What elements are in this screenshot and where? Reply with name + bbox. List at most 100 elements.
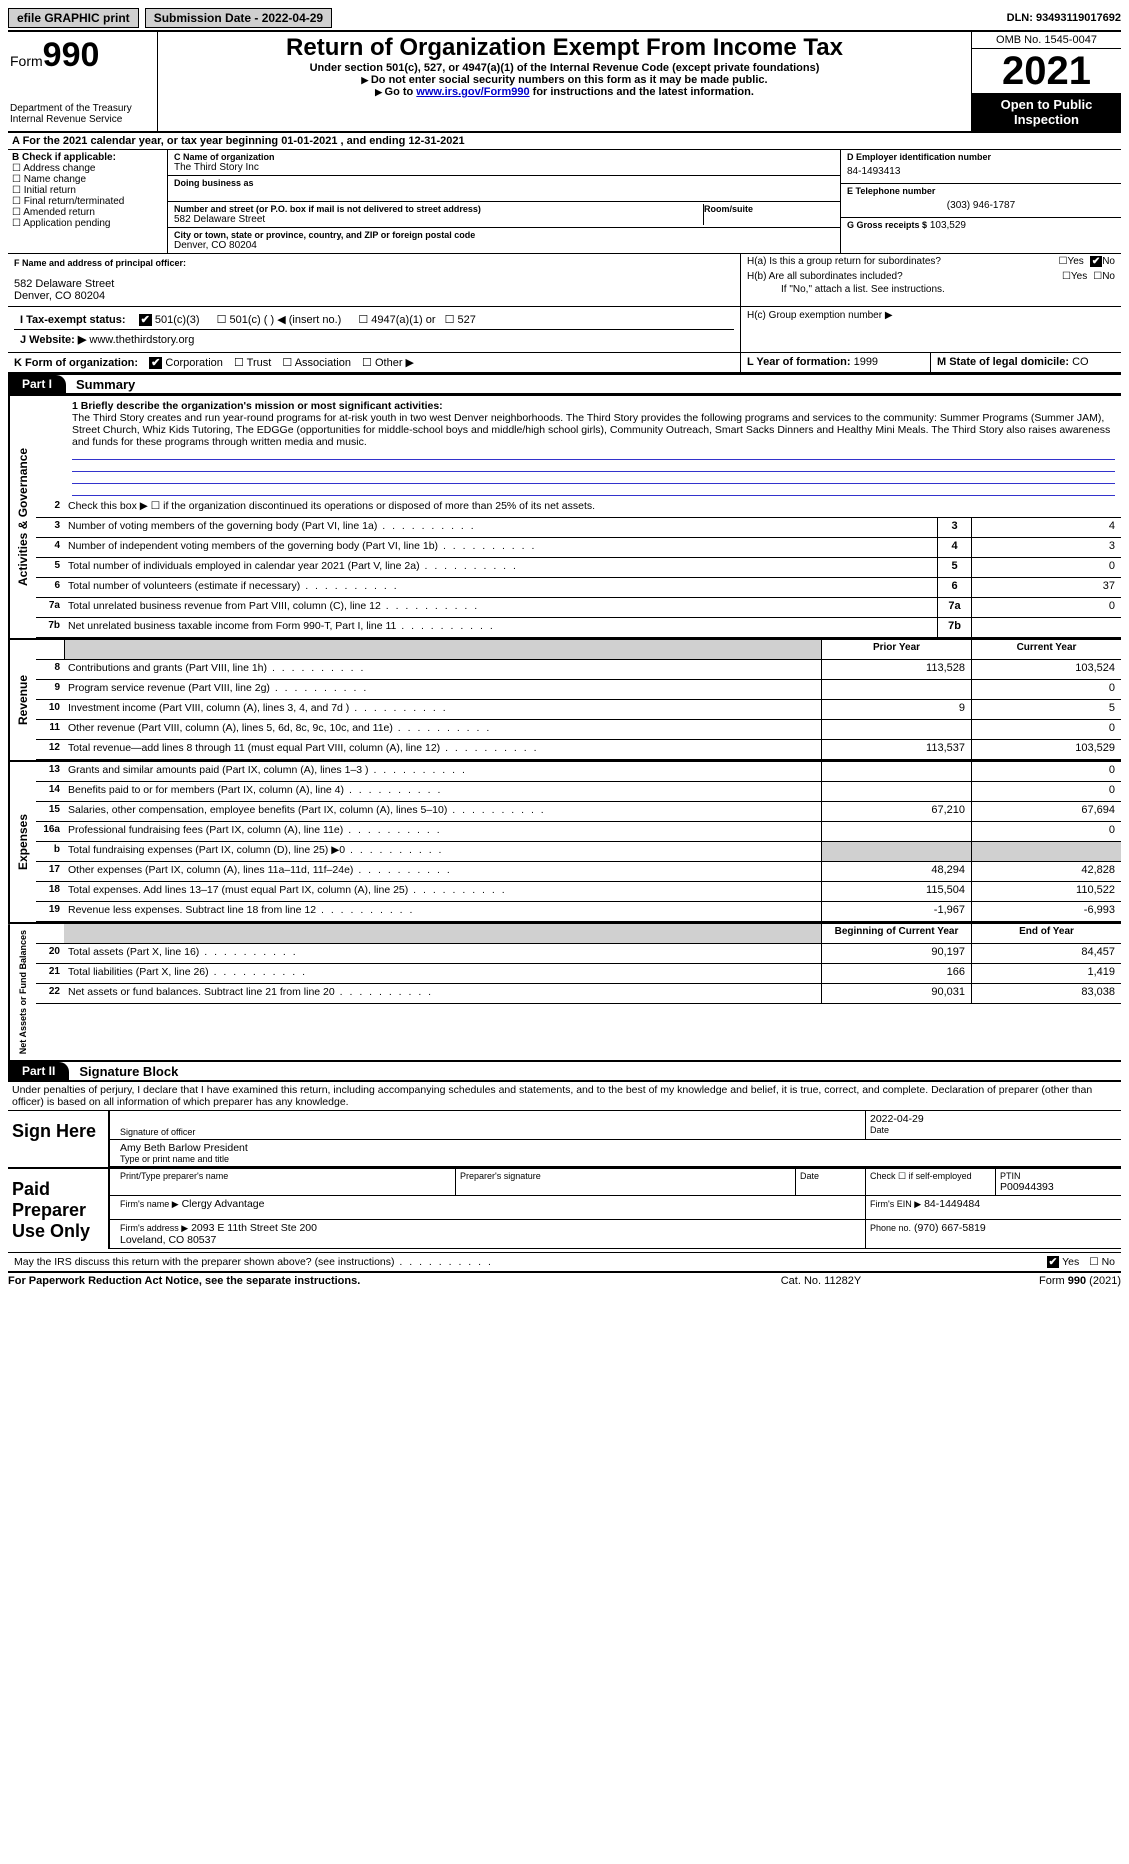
form-num: 990 <box>43 36 100 74</box>
sig-date-value: 2022-04-29 <box>870 1113 1111 1125</box>
exp-line-13: 13Grants and similar amounts paid (Part … <box>36 762 1121 782</box>
hdr-boy: Beginning of Current Year <box>821 924 971 943</box>
officer-name-title: Amy Beth Barlow President <box>120 1142 1111 1154</box>
form-number: Form990 <box>10 36 151 75</box>
chk-pending[interactable]: Application pending <box>12 218 163 229</box>
ha-label: H(a) Is this a group return for subordin… <box>747 256 1059 267</box>
gov-line-7a: 7aTotal unrelated business revenue from … <box>36 598 1121 618</box>
chk-address[interactable]: Address change <box>12 163 163 174</box>
exp-line-18: 18Total expenses. Add lines 13–17 (must … <box>36 882 1121 902</box>
net-line-21: 21Total liabilities (Part X, line 26)166… <box>36 964 1121 984</box>
row-i-j: I Tax-exempt status: 501(c)(3) 501(c) ( … <box>8 307 1121 353</box>
room-label: Room/suite <box>704 204 834 214</box>
ptin-label: PTIN <box>1000 1171 1111 1181</box>
gov-line-4: 4Number of independent voting members of… <box>36 538 1121 558</box>
omb-number: OMB No. 1545-0047 <box>972 32 1121 49</box>
opt-trust[interactable]: Trust <box>234 357 271 369</box>
exp-line-17: 17Other expenses (Part IX, column (A), l… <box>36 862 1121 882</box>
opt-assoc[interactable]: Association <box>282 357 351 369</box>
section-net-assets: Net Assets or Fund Balances Beginning of… <box>8 922 1121 1062</box>
opt-4947[interactable]: 4947(a)(1) or <box>358 314 435 326</box>
goto-post: for instructions and the latest informat… <box>530 86 754 98</box>
officer-group-block: F Name and address of principal officer:… <box>8 254 1121 307</box>
ha-yes[interactable]: Yes <box>1059 256 1084 267</box>
ptin-value: P00944393 <box>1000 1181 1111 1193</box>
firm-name-value: Clergy Advantage <box>182 1198 265 1210</box>
website-label: J Website: ▶ <box>20 334 86 346</box>
hb-yes[interactable]: Yes <box>1062 271 1087 282</box>
footer-mid: Cat. No. 11282Y <box>721 1275 921 1287</box>
hdr-prior: Prior Year <box>821 640 971 659</box>
officer-addr2: Denver, CO 80204 <box>14 290 734 302</box>
section-expenses: Expenses 13Grants and similar amounts pa… <box>8 760 1121 922</box>
footer-left: For Paperwork Reduction Act Notice, see … <box>8 1275 721 1287</box>
opt-other[interactable]: Other ▶ <box>362 357 414 369</box>
side-governance: Activities & Governance <box>8 396 36 638</box>
sig-officer-label: Signature of officer <box>120 1127 861 1137</box>
page-footer: For Paperwork Reduction Act Notice, see … <box>8 1271 1121 1287</box>
identity-block: B Check if applicable: Address change Na… <box>8 150 1121 254</box>
self-employed-check[interactable]: Check ☐ if self-employed <box>865 1169 995 1195</box>
may-irs-discuss: May the IRS discuss this return with the… <box>14 1256 1047 1268</box>
year-formation-label: L Year of formation: <box>747 356 851 368</box>
dba-label: Doing business as <box>174 178 834 188</box>
footer-right: Form 990 (2021) <box>921 1275 1121 1287</box>
signature-block: Under penalties of perjury, I declare th… <box>8 1081 1121 1271</box>
phone-label: E Telephone number <box>847 186 1115 196</box>
opt-501c3[interactable]: 501(c)(3) <box>139 314 200 326</box>
form-org-label: K Form of organization: <box>14 357 138 369</box>
ha-no[interactable]: No <box>1090 256 1115 267</box>
discuss-no[interactable]: No <box>1089 1256 1115 1268</box>
prep-name-label: Print/Type preparer's name <box>116 1169 455 1195</box>
exp-line-16a: 16aProfessional fundraising fees (Part I… <box>36 822 1121 842</box>
exp-line-19: 19Revenue less expenses. Subtract line 1… <box>36 902 1121 922</box>
subtitle-1: Under section 501(c), 527, or 4947(a)(1)… <box>164 62 965 74</box>
hb-no[interactable]: No <box>1093 271 1115 282</box>
gov-line-5: 5Total number of individuals employed in… <box>36 558 1121 578</box>
open-public-badge: Open to Public Inspection <box>972 93 1121 131</box>
officer-label: F Name and address of principal officer: <box>14 258 734 268</box>
city-label: City or town, state or province, country… <box>174 230 834 240</box>
form990-link[interactable]: www.irs.gov/Form990 <box>416 86 529 98</box>
rev-line-11: 11Other revenue (Part VIII, column (A), … <box>36 720 1121 740</box>
street-value: 582 Delaware Street <box>174 214 703 225</box>
goto-pre: Go to <box>385 86 417 98</box>
form-title: Return of Organization Exempt From Incom… <box>164 34 965 62</box>
tax-year: 2021 <box>972 49 1121 93</box>
state-domicile-value: CO <box>1072 356 1089 368</box>
form-header: Form990 Department of the Treasury Inter… <box>8 32 1121 133</box>
sign-here-label: Sign Here <box>8 1111 108 1167</box>
website-value: www.thethirdstory.org <box>89 334 194 346</box>
sig-date-label: Date <box>870 1125 1111 1135</box>
firm-phone-label: Phone no. <box>870 1223 911 1233</box>
exp-line-b: bTotal fundraising expenses (Part IX, co… <box>36 842 1121 862</box>
rev-line-9: 9Program service revenue (Part VIII, lin… <box>36 680 1121 700</box>
gov-line-3: 3Number of voting members of the governi… <box>36 518 1121 538</box>
chk-initial[interactable]: Initial return <box>12 185 163 196</box>
net-line-20: 20Total assets (Part X, line 16)90,19784… <box>36 944 1121 964</box>
mission-label: 1 Briefly describe the organization's mi… <box>72 400 443 412</box>
gross-value: 103,529 <box>930 220 966 231</box>
dept-label: Department of the Treasury Internal Reve… <box>10 103 151 125</box>
state-domicile-label: M State of legal domicile: <box>937 356 1069 368</box>
firm-ein-label: Firm's EIN ▶ <box>870 1199 921 1209</box>
discuss-yes[interactable]: Yes <box>1047 1256 1080 1268</box>
efile-print-button[interactable]: efile GRAPHIC print <box>8 8 139 28</box>
top-bar: efile GRAPHIC print Submission Date - 20… <box>8 8 1121 32</box>
opt-501c[interactable]: 501(c) ( ) ◀ (insert no.) <box>217 314 342 326</box>
prep-sig-label: Preparer's signature <box>455 1169 795 1195</box>
opt-527[interactable]: 527 <box>445 314 476 326</box>
box-b-header: B Check if applicable: <box>12 152 163 163</box>
hc-label: H(c) Group exemption number ▶ <box>747 310 1115 321</box>
row-a-tax-year: A For the 2021 calendar year, or tax yea… <box>8 133 1121 150</box>
chk-name[interactable]: Name change <box>12 174 163 185</box>
rev-line-12: 12Total revenue—add lines 8 through 11 (… <box>36 740 1121 760</box>
part-1-title: Summary <box>66 377 135 392</box>
hdr-eoy: End of Year <box>971 924 1121 943</box>
officer-addr1: 582 Delaware Street <box>14 278 734 290</box>
submission-date-button[interactable]: Submission Date - 2022-04-29 <box>145 8 332 28</box>
chk-final[interactable]: Final return/terminated <box>12 196 163 207</box>
gov-line-6: 6Total number of volunteers (estimate if… <box>36 578 1121 598</box>
opt-corp[interactable]: Corporation <box>149 357 223 369</box>
chk-amended[interactable]: Amended return <box>12 207 163 218</box>
